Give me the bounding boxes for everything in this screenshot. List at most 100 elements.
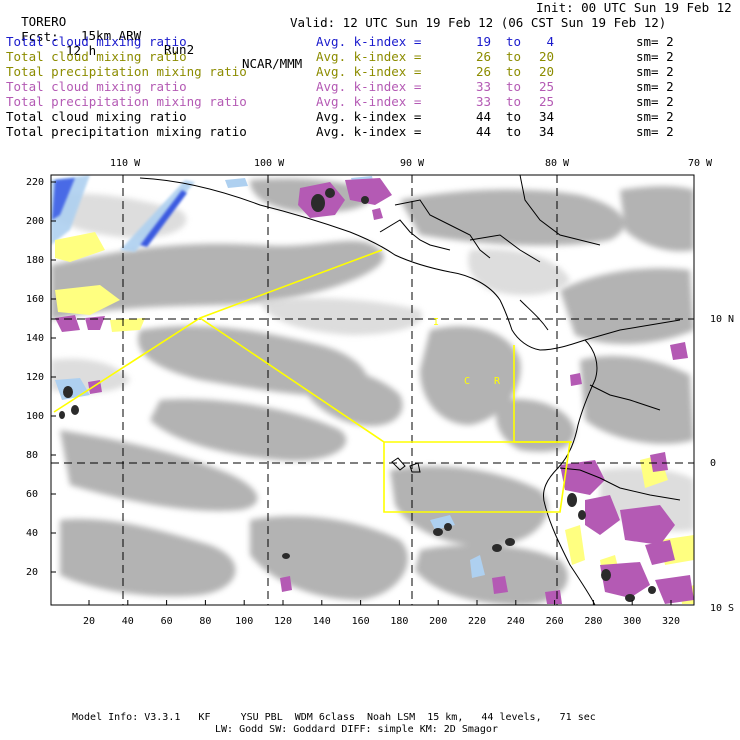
legend-kindex-from: 26	[476, 49, 492, 64]
y-tick-label: 200	[26, 216, 44, 227]
lat-label-0: 0	[710, 458, 716, 469]
longitude-labels: 110 W 100 W 90 W 80 W 70 W	[110, 158, 713, 169]
legend-field-name: Total cloud mixing ratio	[6, 109, 187, 124]
x-tick-label: 80	[199, 616, 211, 627]
x-tick-label: 280	[584, 616, 602, 627]
y-tick-label: 100	[26, 411, 44, 422]
x-tick-label: 300	[623, 616, 641, 627]
x-tick-label: 140	[313, 616, 331, 627]
legend-field-name: Total cloud mixing ratio	[6, 79, 187, 94]
legend-smoothing: sm= 2	[636, 64, 674, 79]
cloud-gray-layer	[51, 178, 694, 605]
latitude-labels: 10 N 0 10 S	[710, 314, 734, 614]
lat-lon-grid	[51, 175, 694, 605]
y-tick-label: 40	[26, 528, 38, 539]
y-tick-label: 20	[26, 567, 38, 578]
legend-kindex-from: 44	[476, 109, 492, 124]
legend-kindex-end: 20	[538, 64, 554, 79]
legend-kindex-end: 34	[538, 109, 554, 124]
y-tick-label: 180	[26, 255, 44, 266]
legend-kindex-label: Avg. k-index =	[316, 124, 422, 139]
legend-kindex-to: to	[506, 94, 522, 109]
map-label-c: C	[464, 376, 470, 387]
x-tick-label: 40	[122, 616, 134, 627]
legend-kindex-from: 44	[476, 124, 492, 139]
y-tick-label: 160	[26, 294, 44, 305]
y-tick-label: 80	[26, 450, 38, 461]
forecast-lead: Fcst: 12 h	[6, 16, 96, 58]
init-time: Init: 00 UTC Sun 19 Feb 12	[536, 0, 732, 15]
legend-row: Total cloud mixing ratio Avg. k-index = 33…	[6, 79, 736, 94]
legend-kindex-end: 34	[538, 124, 554, 139]
x-tick-label: 200	[429, 616, 447, 627]
cloud-field	[51, 175, 694, 605]
legend-kindex-to: to	[506, 79, 522, 94]
legend-kindex-to: to	[506, 124, 522, 139]
y-tick-label: 120	[26, 372, 44, 383]
header-line-1: TORERO 15km ARW Run2 NCAR/MMM	[6, 1, 302, 71]
lon-label-110w: 110 W	[110, 158, 141, 169]
legend-smoothing: sm= 2	[636, 49, 674, 64]
legend-field-name: Total cloud mixing ratio	[6, 34, 187, 49]
y-tick-label: 140	[26, 333, 44, 344]
legend-kindex-end: 4	[546, 34, 554, 49]
legend-smoothing: sm= 2	[636, 34, 674, 49]
legend-kindex-label: Avg. k-index =	[316, 34, 422, 49]
legend-kindex-to: to	[506, 49, 522, 64]
lat-label-10s: 10 S	[710, 603, 734, 614]
legend-row: Total cloud mixing ratio Avg. k-index = 26…	[6, 49, 736, 64]
legend-kindex-label: Avg. k-index =	[316, 109, 422, 124]
coastlines	[139, 175, 681, 605]
x-tick-label: 120	[274, 616, 292, 627]
forecast-label: Fcst:	[21, 29, 59, 44]
legend-row: Total cloud mixing ratio Avg. k-index = 44…	[6, 109, 736, 124]
legend-kindex-from: 19	[476, 34, 492, 49]
valid-time: Valid: 12 UTC Sun 19 Feb 12 (06 CST Sun …	[290, 15, 667, 30]
legend-kindex-from: 26	[476, 64, 492, 79]
model-info-line-2: LW: Godd SW: Goddard DIFF: simple KM: 2D…	[215, 724, 498, 735]
legend-field-name: Total precipitation mixing ratio	[6, 64, 247, 79]
y-tick-labels: 220 200 180 160 140 120 100 80 60 40 20	[26, 177, 56, 578]
map-label-r: R	[494, 376, 501, 387]
legend-kindex-label: Avg. k-index =	[316, 64, 422, 79]
legend-kindex-to: to	[506, 109, 522, 124]
legend-kindex-label: Avg. k-index =	[316, 94, 422, 109]
org-label: NCAR/MMM	[242, 56, 303, 71]
legend-kindex-end: 20	[538, 49, 554, 64]
x-tick-label: 160	[352, 616, 370, 627]
legend-smoothing: sm= 2	[636, 94, 674, 109]
domain-outline	[53, 249, 572, 513]
forecast-value: 12 h	[66, 43, 97, 58]
lon-label-90w: 90 W	[400, 158, 425, 169]
legend-smoothing: sm= 2	[636, 124, 674, 139]
x-tick-label: 240	[507, 616, 525, 627]
x-tick-label: 320	[662, 616, 680, 627]
legend-kindex-to: to	[506, 34, 522, 49]
legend-kindex-end: 25	[538, 79, 554, 94]
lon-label-70w: 70 W	[688, 158, 713, 169]
plot-frame	[50, 174, 695, 606]
x-tick-label: 180	[390, 616, 408, 627]
blue-cloud-band	[51, 175, 485, 578]
lon-label-80w: 80 W	[545, 158, 570, 169]
legend-row: Total precipitation mixing ratio Avg. k-i…	[6, 124, 736, 139]
legend-kindex-from: 33	[476, 94, 492, 109]
yellow-cloud-patches	[55, 232, 694, 604]
model-info-line-1: Model Info: V3.3.1 KF YSU PBL WDM 6class…	[72, 712, 596, 723]
legend-smoothing: sm= 2	[636, 109, 674, 124]
x-tick-label: 260	[546, 616, 564, 627]
y-tick-label: 220	[26, 177, 44, 188]
x-tick-label: 220	[468, 616, 486, 627]
model-resolution: 15km ARW	[81, 28, 142, 43]
map-label-i: I	[433, 317, 439, 328]
legend-field-name: Total precipitation mixing ratio	[6, 124, 247, 139]
legend-row: Total precipitation mixing ratio Avg. k-i…	[6, 64, 736, 79]
lon-label-100w: 100 W	[254, 158, 285, 169]
legend-kindex-from: 33	[476, 79, 492, 94]
model-name: TORERO	[21, 14, 67, 29]
legend-kindex-label: Avg. k-index =	[316, 79, 422, 94]
x-tick-label: 20	[83, 616, 95, 627]
x-tick-label: 100	[235, 616, 253, 627]
legend-row: Total precipitation mixing ratio Avg. k-i…	[6, 94, 736, 109]
